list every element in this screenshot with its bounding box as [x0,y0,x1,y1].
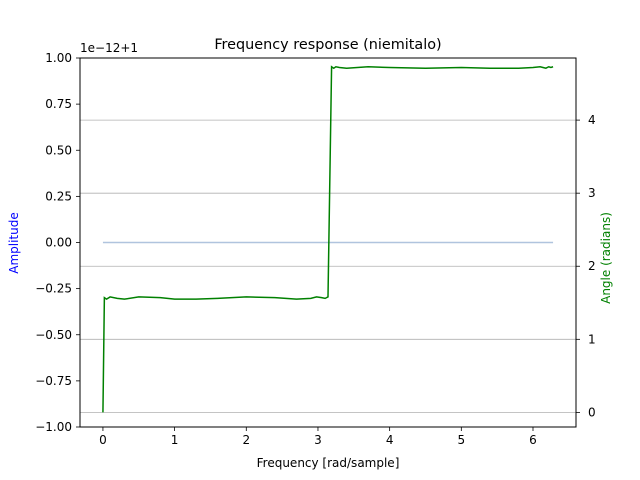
left-y-tick-label: 1.00 [45,51,72,65]
x-axis-ticks: 0 1 2 3 4 5 6 [99,427,537,447]
angle-series-line [102,65,554,413]
left-y-tick-label: −0.50 [35,328,72,342]
left-y-tick-label: 0.50 [45,143,72,157]
left-axis-offset-label: 1e−12+1 [80,41,138,55]
right-y-tick-label: 3 [588,186,596,200]
chart-title: Frequency response (niemitalo) [214,37,441,53]
left-y-tick-label: 0.75 [45,97,72,111]
left-y-tick-label: −0.75 [35,374,72,388]
left-y-tick-label: 0.00 [45,236,72,250]
left-y-tick-label: −0.25 [35,282,72,296]
left-y-tick-label: −1.00 [35,420,72,434]
x-tick-label: 6 [529,433,537,447]
left-y-axis-ticks: 1.00 0.75 0.50 0.25 0.00 −0.25 −0.50 −0.75 −1.00 [35,51,80,434]
x-axis-label: Frequency [rad/sample] [257,456,400,470]
left-y-axis-label: Amplitude [7,212,21,274]
x-tick-label: 4 [386,433,394,447]
left-y-tick-label: 0.25 [45,189,72,203]
x-tick-label: 3 [314,433,322,447]
right-y-tick-label: 1 [588,332,596,346]
series-layer [102,65,554,413]
x-tick-label: 2 [242,433,250,447]
right-y-tick-label: 4 [588,113,596,127]
right-y-axis-ticks: 0 1 2 3 4 [576,113,596,419]
x-tick-label: 5 [457,433,465,447]
right-y-tick-label: 2 [588,259,596,273]
right-y-axis-label: Angle (radians) [599,212,613,304]
right-y-tick-label: 0 [588,405,596,419]
x-tick-label: 0 [99,433,107,447]
x-tick-label: 1 [171,433,179,447]
